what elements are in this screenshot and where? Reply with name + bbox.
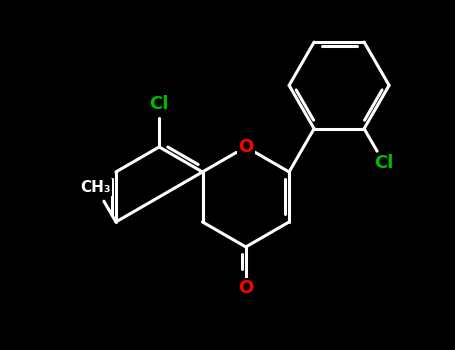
Text: CH₃: CH₃: [81, 180, 111, 195]
Text: Cl: Cl: [150, 96, 169, 113]
Text: O: O: [238, 138, 253, 156]
Text: O: O: [238, 279, 253, 297]
Text: Cl: Cl: [374, 154, 394, 172]
